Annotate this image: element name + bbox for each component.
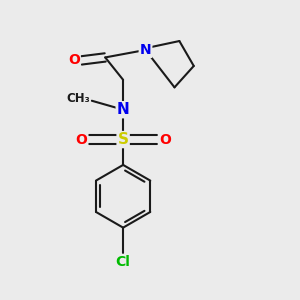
Text: Cl: Cl — [116, 255, 130, 269]
Text: CH₃: CH₃ — [67, 92, 90, 105]
Text: O: O — [75, 133, 87, 146]
Text: S: S — [118, 132, 129, 147]
Text: N: N — [117, 102, 130, 117]
Text: O: O — [68, 53, 80, 68]
Text: O: O — [159, 133, 171, 146]
Text: N: N — [140, 43, 151, 57]
